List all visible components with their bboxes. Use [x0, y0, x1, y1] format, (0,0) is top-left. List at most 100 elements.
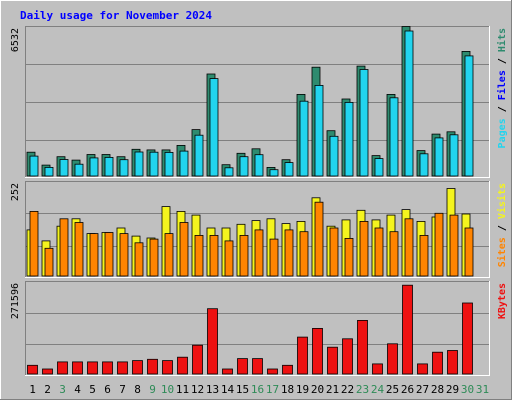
x-tick-label-20: 20: [311, 383, 324, 396]
side-label-part: Sites: [496, 237, 508, 267]
bar-kbytes-23: [357, 319, 368, 375]
x-tick-label-14: 14: [221, 383, 235, 396]
bar-sites-13: [209, 234, 219, 277]
bar-kbytes-19: [297, 336, 308, 375]
bar-sites-30: [464, 227, 474, 277]
bar-sites-9: [149, 238, 159, 277]
side-label-part: KBytes: [497, 283, 508, 319]
bar-files-1: [29, 155, 39, 177]
bar-files-4: [74, 163, 84, 177]
bar-kbytes-14: [222, 368, 233, 375]
bar-files-13: [209, 78, 219, 177]
bar-sites-26: [404, 218, 414, 277]
panel-hits: 6532 Pages / Files / Hits: [10, 26, 508, 178]
bar-files-19: [299, 100, 309, 177]
bar-files-20: [314, 85, 324, 177]
bar-kbytes-21: [327, 346, 338, 375]
bar-sites-11: [179, 222, 189, 277]
bar-files-17: [269, 169, 279, 177]
bar-files-3: [59, 159, 69, 177]
bar-files-28: [434, 137, 444, 177]
bar-sites-15: [239, 234, 249, 277]
bar-kbytes-7: [117, 361, 128, 375]
panel-kbytes: 271596 KBytes: [10, 281, 508, 376]
x-tick-label-17: 17: [266, 383, 279, 396]
x-tick-label-21: 21: [326, 383, 339, 396]
x-tick-label-1: 1: [29, 383, 36, 396]
bar-kbytes-10: [162, 360, 173, 375]
x-tick-label-6: 6: [104, 383, 111, 396]
bar-kbytes-6: [102, 361, 113, 375]
bar-sites-4: [74, 222, 84, 277]
bar-files-5: [89, 157, 99, 177]
x-tick-label-16: 16: [251, 383, 264, 396]
bar-files-10: [164, 151, 174, 177]
bar-sites-18: [284, 229, 294, 277]
side-label-part: Files: [496, 70, 508, 100]
bar-files-22: [344, 102, 354, 177]
bar-sites-29: [449, 214, 459, 277]
bar-sites-7: [119, 233, 129, 277]
bar-files-25: [389, 97, 399, 177]
bar-kbytes-20: [312, 327, 323, 375]
bar-kbytes-9: [147, 358, 158, 375]
bar-sites-1: [29, 210, 39, 277]
x-tick-label-28: 28: [431, 383, 444, 396]
bar-kbytes-28: [432, 351, 443, 375]
bar-files-12: [194, 134, 204, 177]
y-max-label-hits: 6532: [10, 28, 21, 52]
bar-sites-16: [254, 229, 264, 277]
side-label-part: Hits: [496, 28, 508, 52]
side-label-visits: Sites / Visits: [496, 183, 508, 267]
x-tick-label-13: 13: [206, 383, 219, 396]
bar-sites-21: [329, 227, 339, 277]
x-axis-labels: 1 2 3 4 5 6 7 8 9 10 11 12 13 14 15 16 17 18 19 20 21 22 23 24 2…: [29, 383, 489, 396]
bar-files-24: [374, 158, 384, 177]
bar-kbytes-15: [237, 358, 248, 375]
side-label-part: /: [497, 52, 508, 70]
bar-sites-22: [344, 237, 354, 277]
x-tick-label-5: 5: [89, 383, 96, 396]
bar-files-21: [329, 135, 339, 177]
bar-sites-19: [299, 231, 309, 277]
bar-kbytes-17: [267, 368, 278, 375]
x-tick-label-31: 31: [476, 383, 489, 396]
bar-sites-25: [389, 231, 399, 277]
bar-kbytes-18: [282, 364, 293, 375]
bar-kbytes-24: [372, 363, 383, 375]
x-tick-label-30: 30: [461, 383, 474, 396]
x-tick-label-7: 7: [119, 383, 126, 396]
bar-kbytes-3: [57, 361, 68, 375]
bar-sites-23: [359, 220, 369, 277]
bar-sites-20: [314, 201, 324, 277]
chart-panels: 6532 Pages / Files / Hits 252 Sites / Visit…: [10, 26, 508, 376]
y-max-label-visits: 252: [10, 183, 21, 201]
bar-files-16: [254, 154, 264, 177]
bar-kbytes-29: [447, 350, 458, 375]
panel-visits: 252 Sites / Visits: [10, 181, 508, 278]
bar-files-30: [464, 55, 474, 177]
bar-files-23: [359, 69, 369, 177]
bar-kbytes-5: [87, 361, 98, 375]
bar-kbytes-25: [387, 343, 398, 375]
bar-files-9: [149, 151, 159, 177]
bar-files-18: [284, 162, 294, 177]
x-tick-label-8: 8: [134, 383, 141, 396]
x-tick-label-10: 10: [161, 383, 174, 396]
x-tick-label-11: 11: [176, 383, 189, 396]
bar-kbytes-11: [177, 356, 188, 375]
bar-sites-27: [419, 234, 429, 277]
x-tick-label-29: 29: [446, 383, 459, 396]
bar-sites-10: [164, 233, 174, 277]
bar-kbytes-4: [72, 361, 83, 375]
bar-sites-5: [89, 233, 99, 277]
x-tick-label-18: 18: [281, 383, 294, 396]
bar-kbytes-16: [252, 358, 263, 375]
bar-kbytes-13: [207, 308, 218, 375]
y-max-label-kbytes: 271596: [10, 283, 21, 319]
bar-kbytes-2: [42, 368, 53, 375]
x-tick-label-15: 15: [236, 383, 249, 396]
side-label-part: Pages: [497, 118, 508, 148]
x-tick-label-9: 9: [149, 383, 156, 396]
